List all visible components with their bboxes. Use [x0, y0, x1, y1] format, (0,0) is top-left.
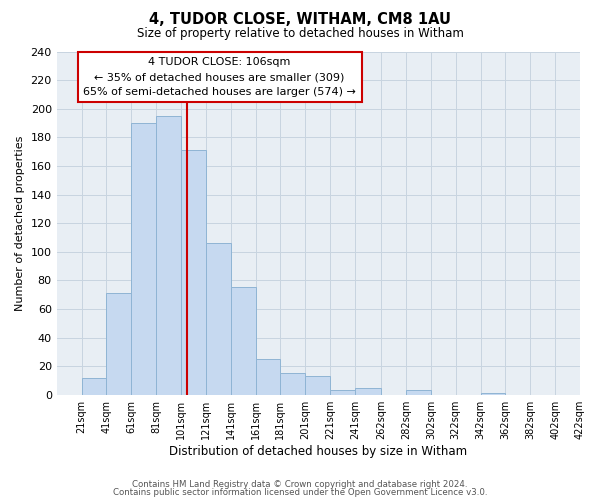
Bar — [206, 243, 230, 394]
Text: Contains HM Land Registry data © Crown copyright and database right 2024.: Contains HM Land Registry data © Crown c… — [132, 480, 468, 489]
Text: Size of property relative to detached houses in Witham: Size of property relative to detached ho… — [137, 28, 463, 40]
Bar — [106, 293, 131, 394]
Bar — [406, 390, 431, 394]
Bar — [131, 123, 156, 394]
Bar — [156, 116, 181, 394]
Text: Contains public sector information licensed under the Open Government Licence v3: Contains public sector information licen… — [113, 488, 487, 497]
Text: 4 TUDOR CLOSE: 106sqm
← 35% of detached houses are smaller (309)
65% of semi-det: 4 TUDOR CLOSE: 106sqm ← 35% of detached … — [83, 57, 356, 97]
Bar — [305, 376, 330, 394]
Bar — [280, 374, 305, 394]
X-axis label: Distribution of detached houses by size in Witham: Distribution of detached houses by size … — [169, 444, 467, 458]
Bar — [230, 288, 256, 395]
Bar — [355, 388, 381, 394]
Bar — [82, 378, 106, 394]
Bar — [256, 359, 280, 394]
Text: 4, TUDOR CLOSE, WITHAM, CM8 1AU: 4, TUDOR CLOSE, WITHAM, CM8 1AU — [149, 12, 451, 28]
Bar — [330, 390, 355, 394]
Bar — [181, 150, 206, 394]
Y-axis label: Number of detached properties: Number of detached properties — [15, 136, 25, 311]
